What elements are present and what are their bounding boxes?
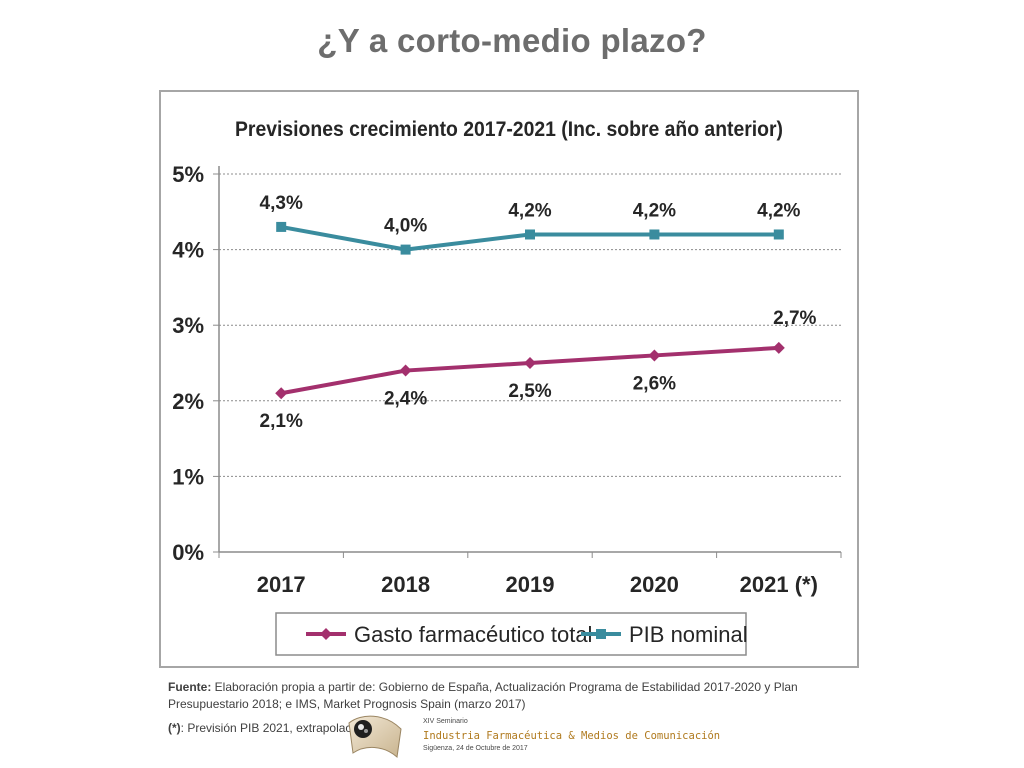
data-point-pib (649, 229, 660, 240)
seminar-place-date: Sigüenza, 24 de Octubre de 2017 (423, 745, 528, 752)
footnote-label: (*) (168, 721, 181, 735)
data-point-pib (400, 244, 411, 255)
seminar-logo-icon (348, 715, 402, 758)
legend-label-gasto: Gasto farmacéutico total (354, 622, 592, 647)
data-point-pib (525, 229, 535, 240)
source-note: Fuente: Elaboración propia a partir de: … (168, 679, 858, 713)
slide-title: ¿Y a corto-medio plazo? (317, 22, 707, 59)
seminar-logo: XIV Seminario Industria Farmacéutica & M… (335, 707, 735, 763)
legend-box (275, 612, 747, 656)
y-tick-label: 2% (172, 389, 204, 414)
y-tick-label: 0% (172, 540, 204, 565)
x-tick-label: 2021 (*) (740, 572, 818, 597)
footnote-text: : Previsión PIB 2021, extrapolación (180, 721, 368, 735)
x-tick-label: 2017 (257, 572, 306, 597)
data-label: 2,6% (633, 373, 676, 394)
legend-label-pib: PIB nominal (629, 622, 748, 647)
legend-marker-pib (596, 629, 606, 639)
source-label: Fuente: (168, 680, 212, 694)
data-label: 4,0% (384, 216, 427, 237)
data-point-gasto (524, 357, 536, 369)
data-label: 4,2% (508, 200, 551, 221)
source-text: Elaboración propia a partir de: Gobierno… (168, 680, 798, 711)
seminar-name: Industria Farmacéutica & Medios de Comun… (423, 730, 721, 742)
data-label: 2,5% (508, 381, 551, 402)
data-point-gasto (772, 341, 785, 354)
data-point-gasto (275, 387, 288, 400)
x-tick-label: 2018 (381, 572, 430, 597)
data-point-pib (276, 221, 287, 232)
data-label: 2,7% (773, 308, 816, 329)
data-label: 4,3% (260, 193, 303, 214)
data-label: 4,2% (633, 200, 676, 221)
seminar-edition: XIV Seminario (423, 718, 468, 725)
data-label: 2,4% (384, 389, 427, 410)
line-chart: Previsiones crecimiento 2017-2021 (Inc. … (172, 118, 842, 656)
data-label: 2,1% (260, 411, 303, 432)
footnote: (*): Previsión PIB 2021, extrapolación (168, 721, 367, 735)
data-point-pib (773, 229, 784, 240)
legend-marker-gasto (320, 628, 332, 640)
x-tick-label: 2020 (630, 572, 679, 597)
chart-frame: Previsiones crecimiento 2017-2021 (Inc. … (159, 90, 859, 668)
data-point-gasto (648, 349, 661, 362)
chart-title: Previsiones crecimiento 2017-2021 (Inc. … (235, 118, 783, 141)
data-label: 4,2% (757, 200, 800, 221)
x-tick-label: 2019 (506, 572, 555, 597)
y-tick-label: 5% (172, 162, 204, 187)
y-tick-label: 4% (172, 238, 204, 263)
data-point-gasto (399, 364, 412, 377)
y-tick-label: 1% (172, 464, 204, 489)
y-tick-label: 3% (172, 313, 204, 338)
